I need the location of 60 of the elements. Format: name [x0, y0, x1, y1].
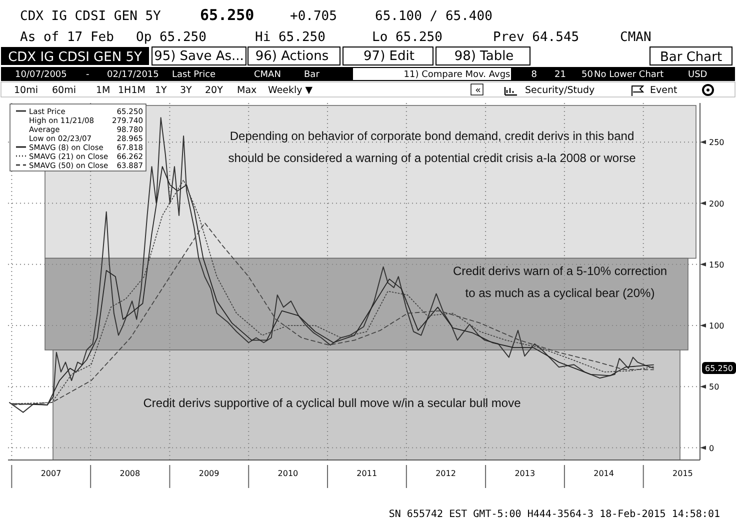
- text: Op 65.250: [136, 30, 206, 45]
- text: Hi 65.250: [255, 30, 326, 45]
- x-tick-label: 2012: [436, 469, 456, 478]
- y-tick-label: 150: [709, 260, 724, 270]
- y-tick-label: 200: [709, 199, 724, 208]
- x-tick-label: 2015: [672, 469, 693, 478]
- text: 20Y: [205, 85, 224, 96]
- text: 97) Edit: [364, 49, 414, 64]
- text: «: [475, 85, 481, 96]
- text: USD: [688, 70, 708, 80]
- chart-title: CDX IG CDSI GEN 5Y: [8, 50, 142, 65]
- text: Prev 64.545: [493, 30, 580, 45]
- text: 95) Save As...: [154, 49, 244, 64]
- text: +0.705: [290, 9, 337, 24]
- text: As of 17 Feb: [20, 30, 114, 45]
- text: 50: [582, 70, 594, 80]
- text: CMAN: [620, 30, 652, 45]
- text: 65.250: [200, 6, 254, 24]
- text: Bar: [304, 70, 320, 80]
- text: 60mi: [52, 85, 76, 96]
- x-tick-label: 2010: [278, 469, 298, 478]
- text: Weekly ▼: [268, 85, 314, 96]
- text: 65.100 / 65.400: [375, 9, 492, 24]
- y-tick-label: 250: [709, 138, 724, 148]
- text: 1H1M: [118, 85, 146, 96]
- chart-title: CDX IG CDSI GEN 5Y: [20, 9, 161, 24]
- text: 8: [531, 70, 538, 80]
- x-tick-label: 2009: [198, 469, 220, 478]
- text: SN 655742 EST GMT-5:00 H444-3564-3 18-Feb-2015 14:58:01: [388, 509, 720, 520]
- text: Bar Chart: [660, 50, 722, 65]
- y-tick-label: 50: [709, 382, 720, 392]
- band-label: Credit derivs supportive of a cyclical bull move w/in a secular bull move: [143, 396, 522, 410]
- y-tick-label: 0: [709, 444, 714, 453]
- x-tick-label: 2011: [356, 469, 378, 478]
- text: 1Y: [155, 85, 168, 96]
- text: Lo 65.250: [372, 30, 442, 45]
- y-tick-label: 100: [709, 322, 724, 331]
- band-label: Depending on behavior of corporate bond demand, credit derivs in this band should be considered a warning of a potential credit crisis a-la 2008 or worse: [228, 129, 636, 165]
- text: 65.250: [705, 364, 733, 373]
- text: Max: [237, 85, 258, 96]
- text: -: [86, 70, 90, 80]
- text: 10mi: [14, 85, 38, 96]
- x-tick-label: 2013: [514, 469, 536, 478]
- text: Last Price: [172, 70, 216, 80]
- text: CMAN: [254, 70, 281, 80]
- text: 98) Table: [454, 49, 514, 64]
- x-tick-label: 2014: [594, 469, 614, 478]
- text: 1M: [96, 85, 110, 96]
- text: No Lower Chart: [594, 70, 664, 80]
- text: Event: [650, 85, 678, 96]
- text: 96) Actions: [255, 49, 329, 64]
- x-tick-label: 2008: [120, 469, 140, 478]
- text: 02/17/2015: [107, 70, 159, 80]
- text: 21: [554, 70, 566, 80]
- x-tick-label: 2007: [40, 469, 62, 478]
- text: 3Y: [180, 85, 192, 96]
- text: Security/Study: [525, 85, 596, 96]
- text: 11) Compare Mov. Avgs: [404, 70, 511, 80]
- text: 10/07/2005: [15, 70, 67, 80]
- band-label: Credit derivs warn of a 5-10% correction to as much as a cyclical bear (20%): [452, 264, 668, 300]
